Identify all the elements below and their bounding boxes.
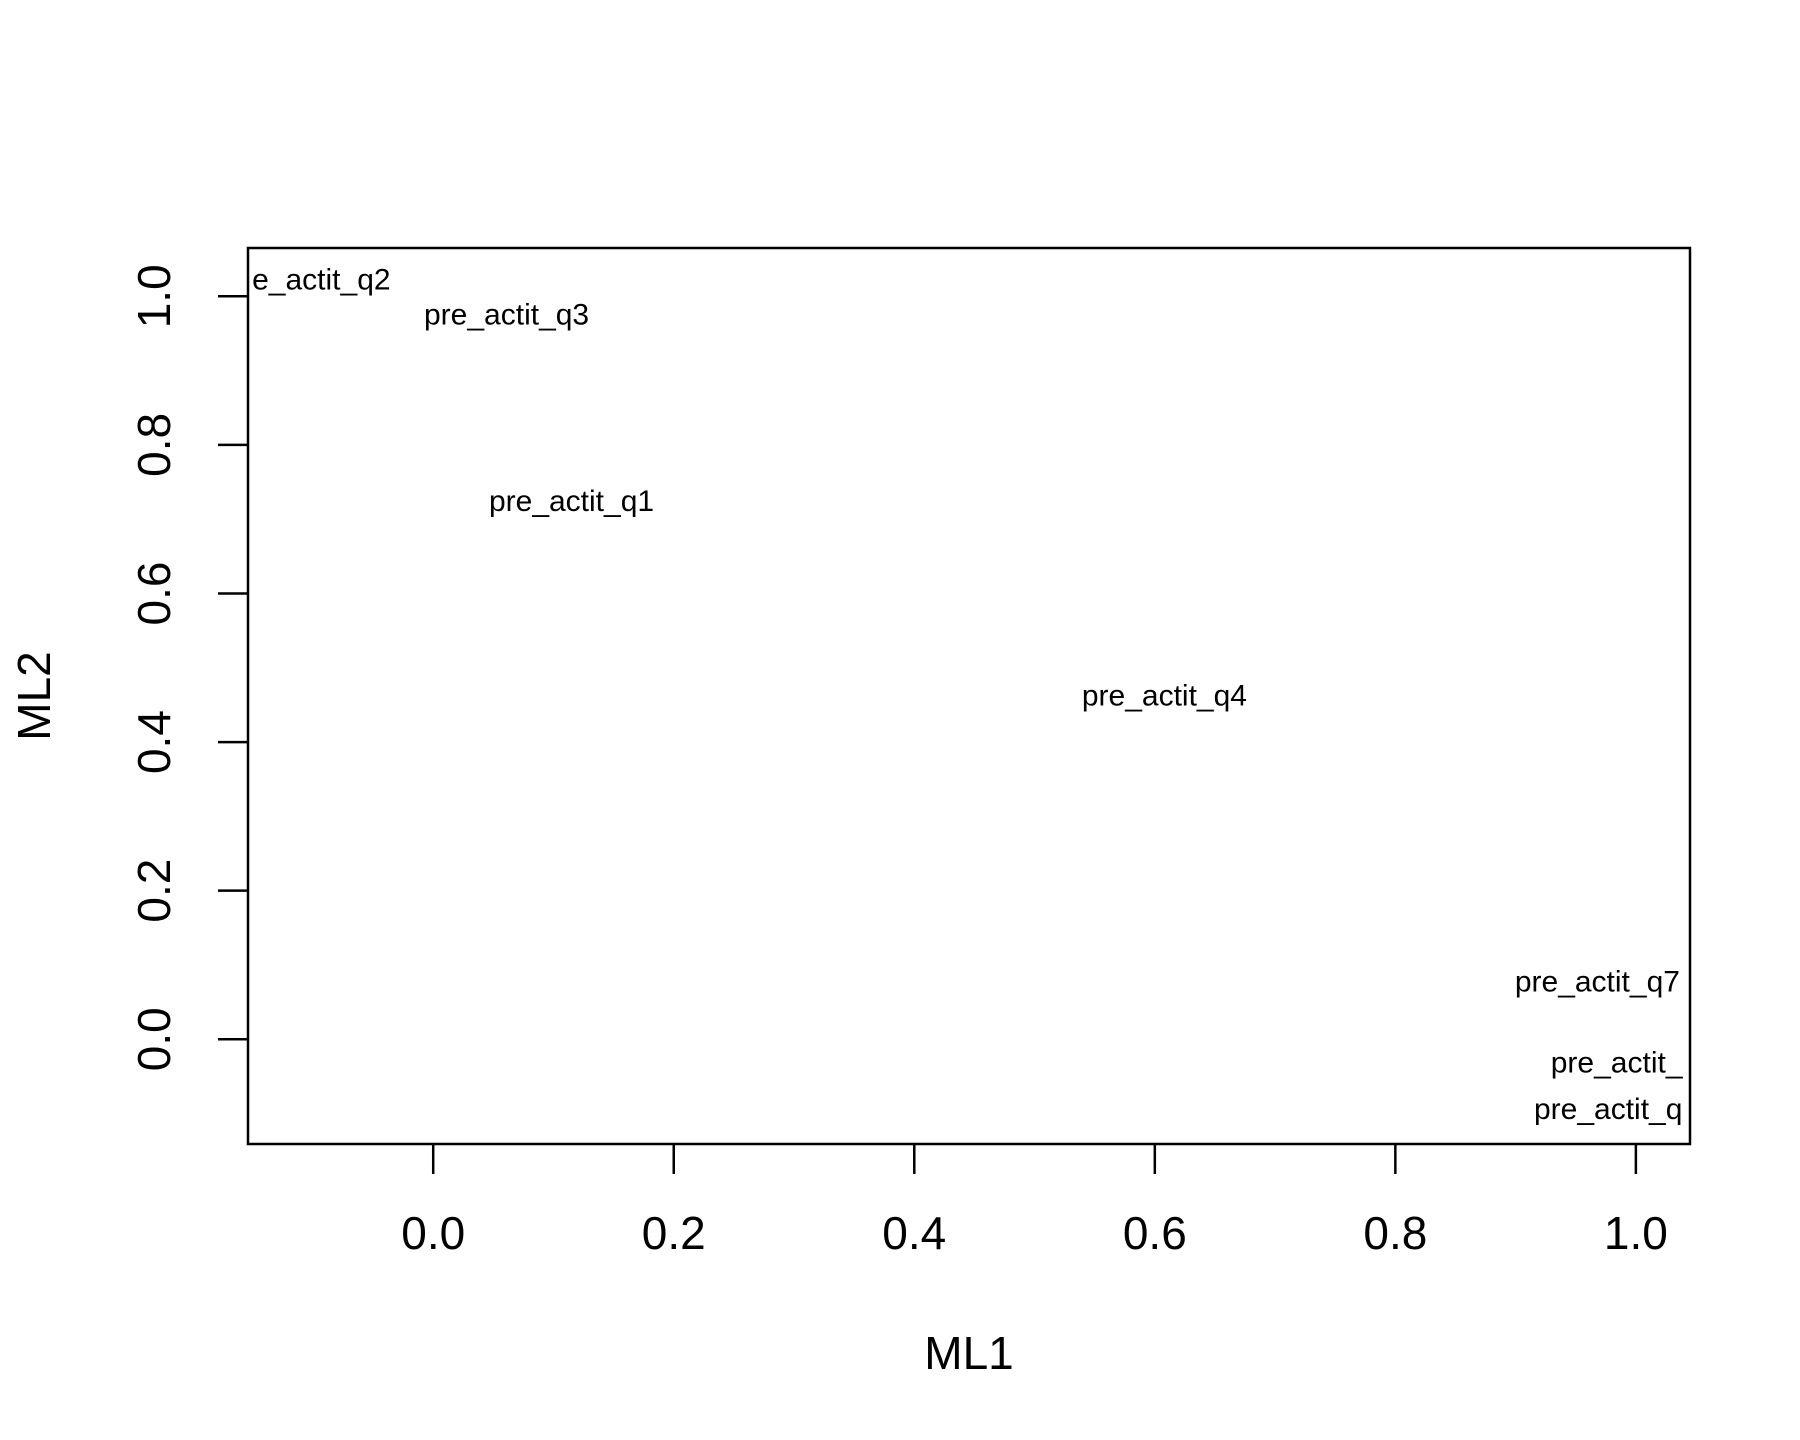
point-label: pre_actit_q [1534, 1093, 1682, 1126]
y-axis-title: ML2 [8, 651, 60, 740]
point-label: e_actit_q2 [252, 263, 390, 296]
x-tick-label: 0.6 [1123, 1207, 1187, 1259]
y-tick-label: 0.8 [128, 413, 180, 477]
points: e_actit_q2 pre_actit_q3 pre_actit_q1 pre_ac… [252, 263, 1684, 1126]
x-axis-title: ML1 [924, 1327, 1013, 1379]
point-label: pre_actit_q3 [424, 298, 589, 331]
point-label: pre_actit_q7 [1515, 965, 1680, 998]
point-label: pre_actit_ [1551, 1046, 1684, 1079]
x-tick-label: 0.8 [1363, 1207, 1427, 1259]
plot-box [246, 246, 1692, 1146]
y-tick-label: 0.0 [128, 1007, 180, 1071]
x-tick-label: 0.0 [401, 1207, 465, 1259]
y-tick-label: 0.6 [128, 561, 180, 625]
point-label: pre_actit_q1 [489, 485, 654, 518]
y-tick-label: 0.2 [128, 859, 180, 923]
y-tick-label: 0.4 [128, 710, 180, 774]
x-tick-label: 1.0 [1604, 1207, 1668, 1259]
point-label: pre_actit_q4 [1082, 679, 1247, 712]
x-tick-label: 0.4 [882, 1207, 946, 1259]
y-tick-label: 1.0 [128, 264, 180, 328]
x-tick-label: 0.2 [642, 1207, 706, 1259]
